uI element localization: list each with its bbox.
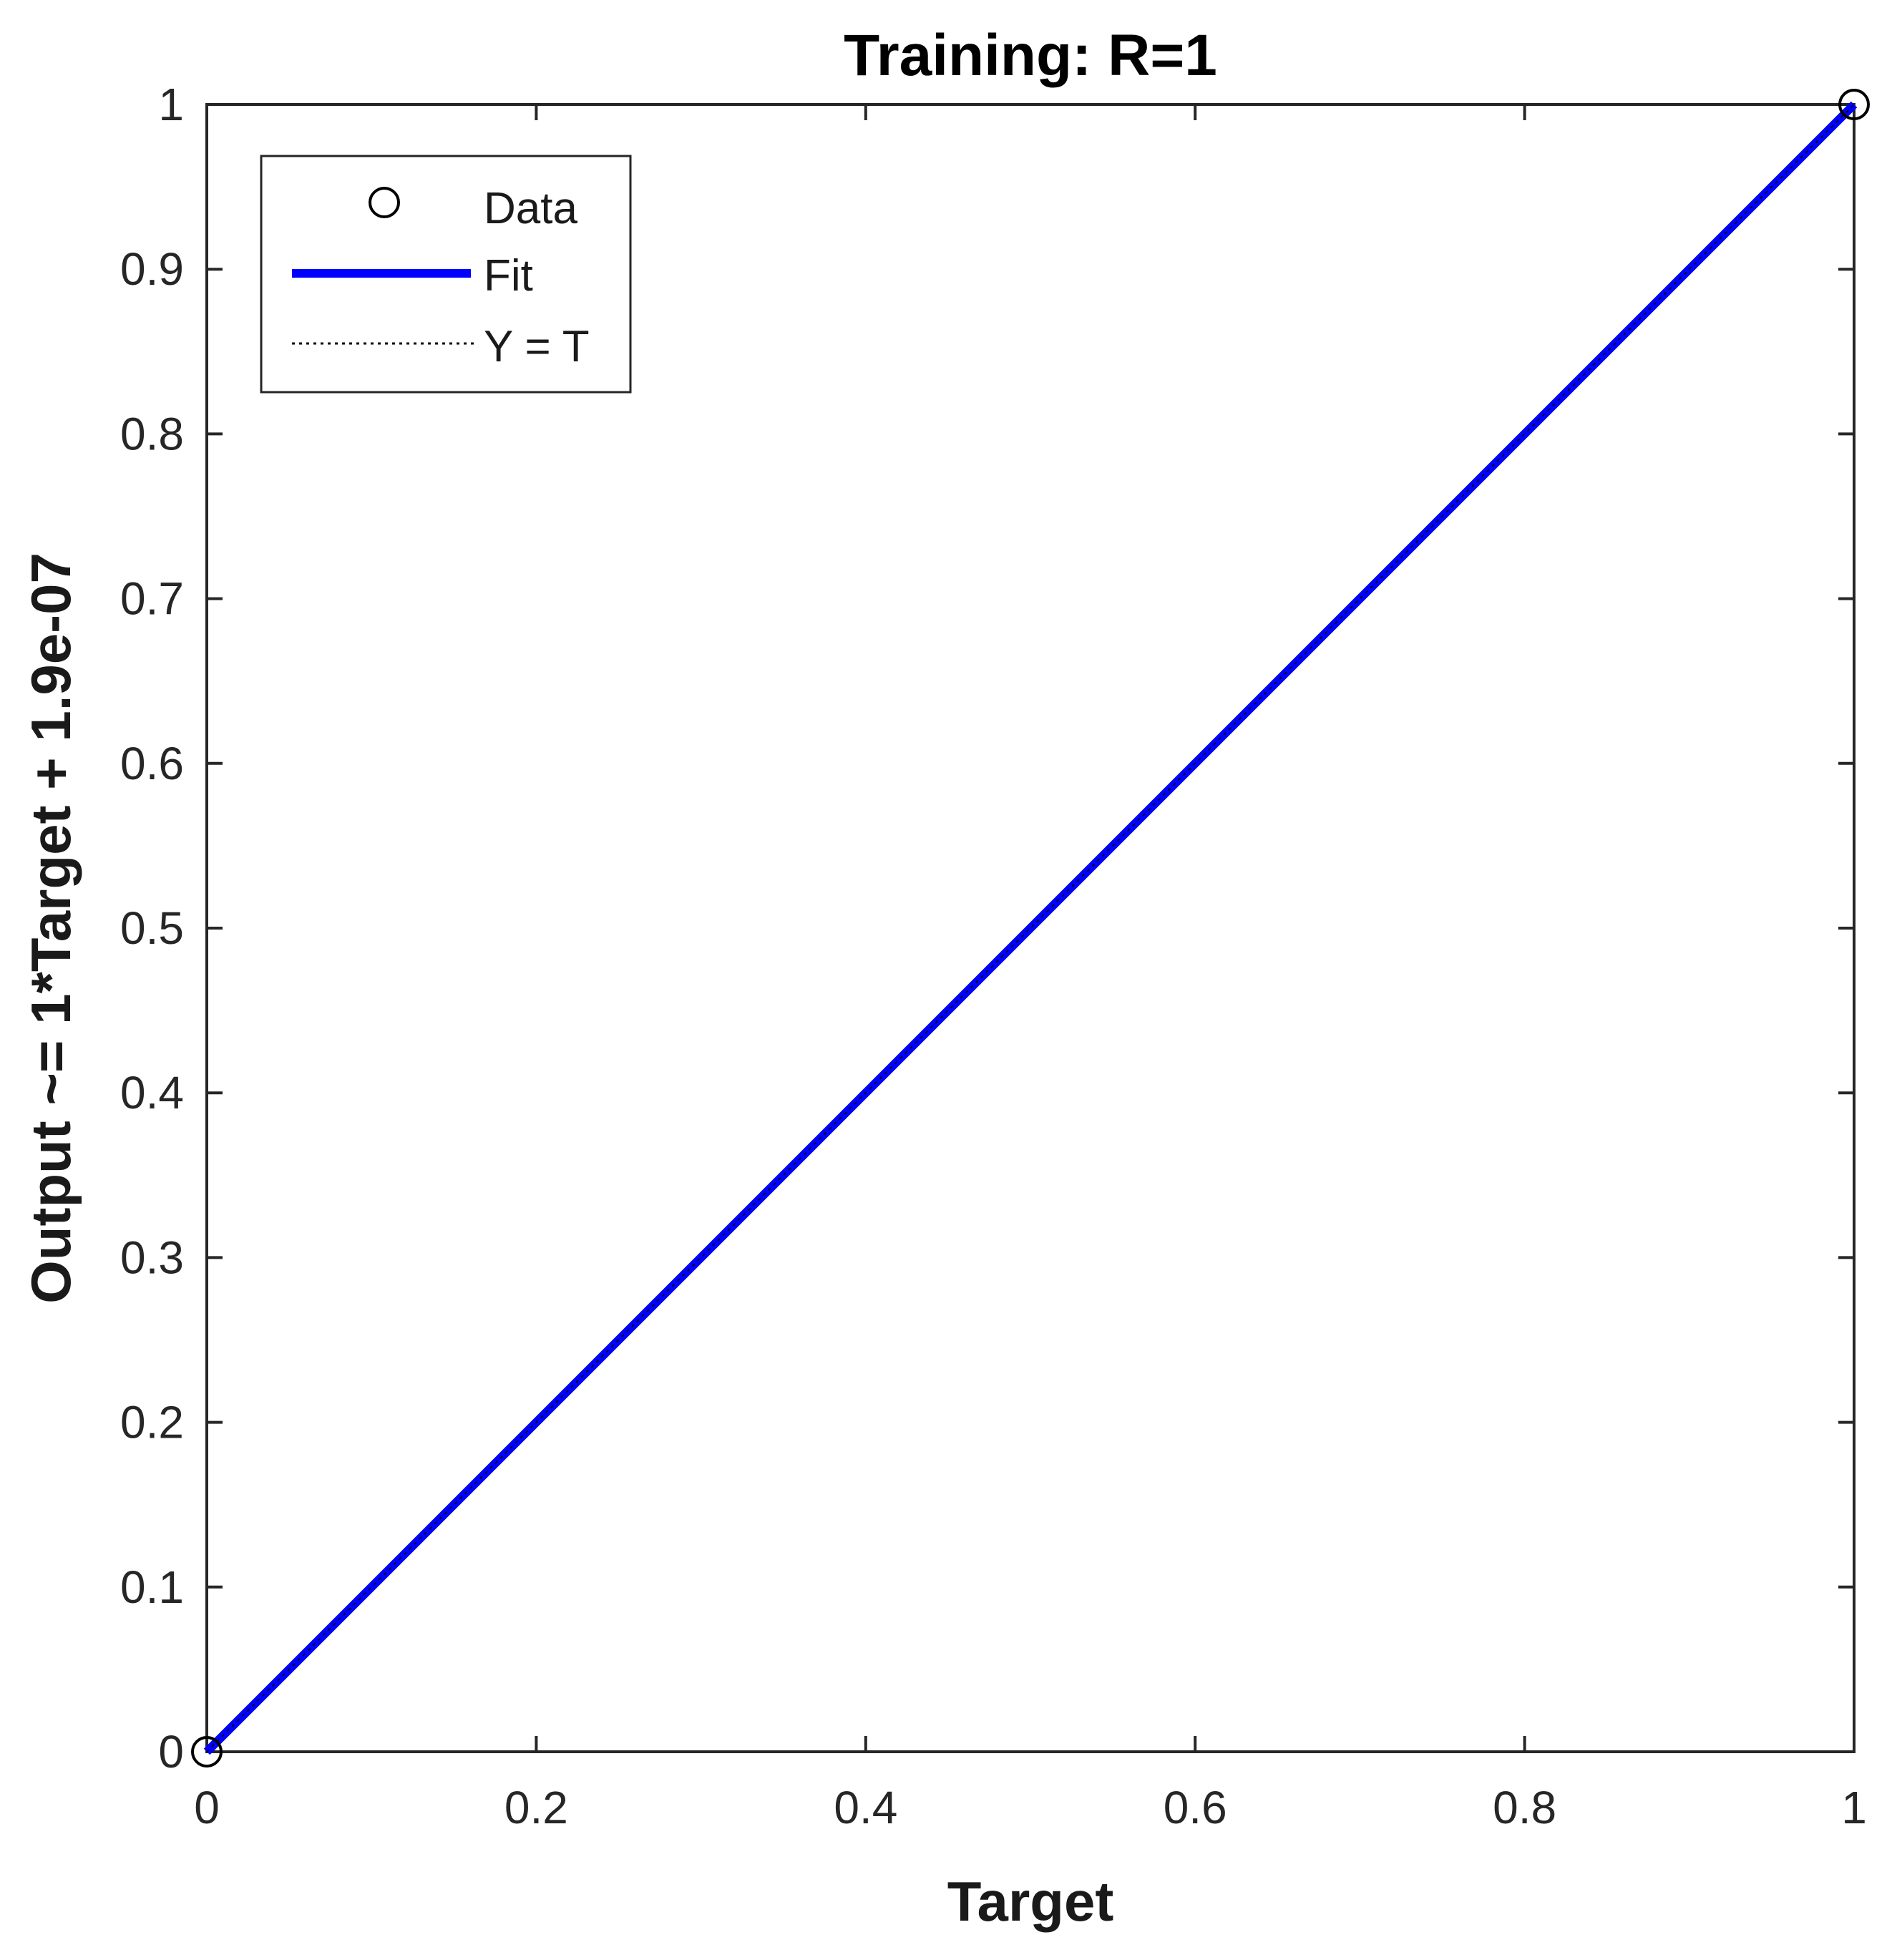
x-tick-label: 0.4 — [834, 1782, 897, 1833]
legend-data-marker — [369, 187, 400, 218]
y-tick-label: 0.5 — [120, 902, 184, 954]
y-tick-label: 0.1 — [120, 1561, 184, 1613]
y-tick-label: 0.3 — [120, 1232, 184, 1283]
chart-title: Training: R=1 — [844, 23, 1217, 88]
y-tick-labels: 0 0.1 0.2 0.3 0.4 0.5 0.6 0.7 0.8 0.9 1 — [120, 79, 184, 1778]
legend-yt-label: Y = T — [484, 322, 590, 371]
x-tick-label: 1 — [1841, 1782, 1867, 1833]
data-point — [191, 1736, 223, 1768]
legend-fit-label: Fit — [484, 251, 533, 301]
x-tick-labels: 0 0.2 0.4 0.6 0.8 1 — [194, 1782, 1867, 1833]
axis-ticks — [205, 103, 1856, 1753]
x-tick-label: 0 — [194, 1782, 220, 1833]
y-tick-label: 0.6 — [120, 738, 184, 789]
y-axis-title: Output ~= 1*Target + 1.9e-07 — [19, 552, 82, 1304]
y-tick-label: 0.8 — [120, 408, 184, 459]
x-tick-label: 0.6 — [1164, 1782, 1227, 1833]
y-tick-label: 0.2 — [120, 1397, 184, 1448]
legend-data-label: Data — [484, 184, 577, 233]
x-tick-label: 0.8 — [1493, 1782, 1556, 1833]
y-tick-label: 0.9 — [120, 243, 184, 295]
y-tick-label: 0.7 — [120, 573, 184, 625]
y-tick-label: 1 — [158, 79, 184, 130]
data-point — [1838, 89, 1870, 120]
x-tick-label: 0.2 — [504, 1782, 568, 1833]
legend: Data Fit Y = T — [260, 155, 632, 394]
y-tick-label: 0 — [158, 1726, 184, 1778]
x-axis-title: Target — [947, 1870, 1114, 1933]
y-tick-label: 0.4 — [120, 1067, 184, 1118]
y-equals-t-line — [206, 104, 1855, 1752]
plot-series — [191, 89, 1870, 1768]
